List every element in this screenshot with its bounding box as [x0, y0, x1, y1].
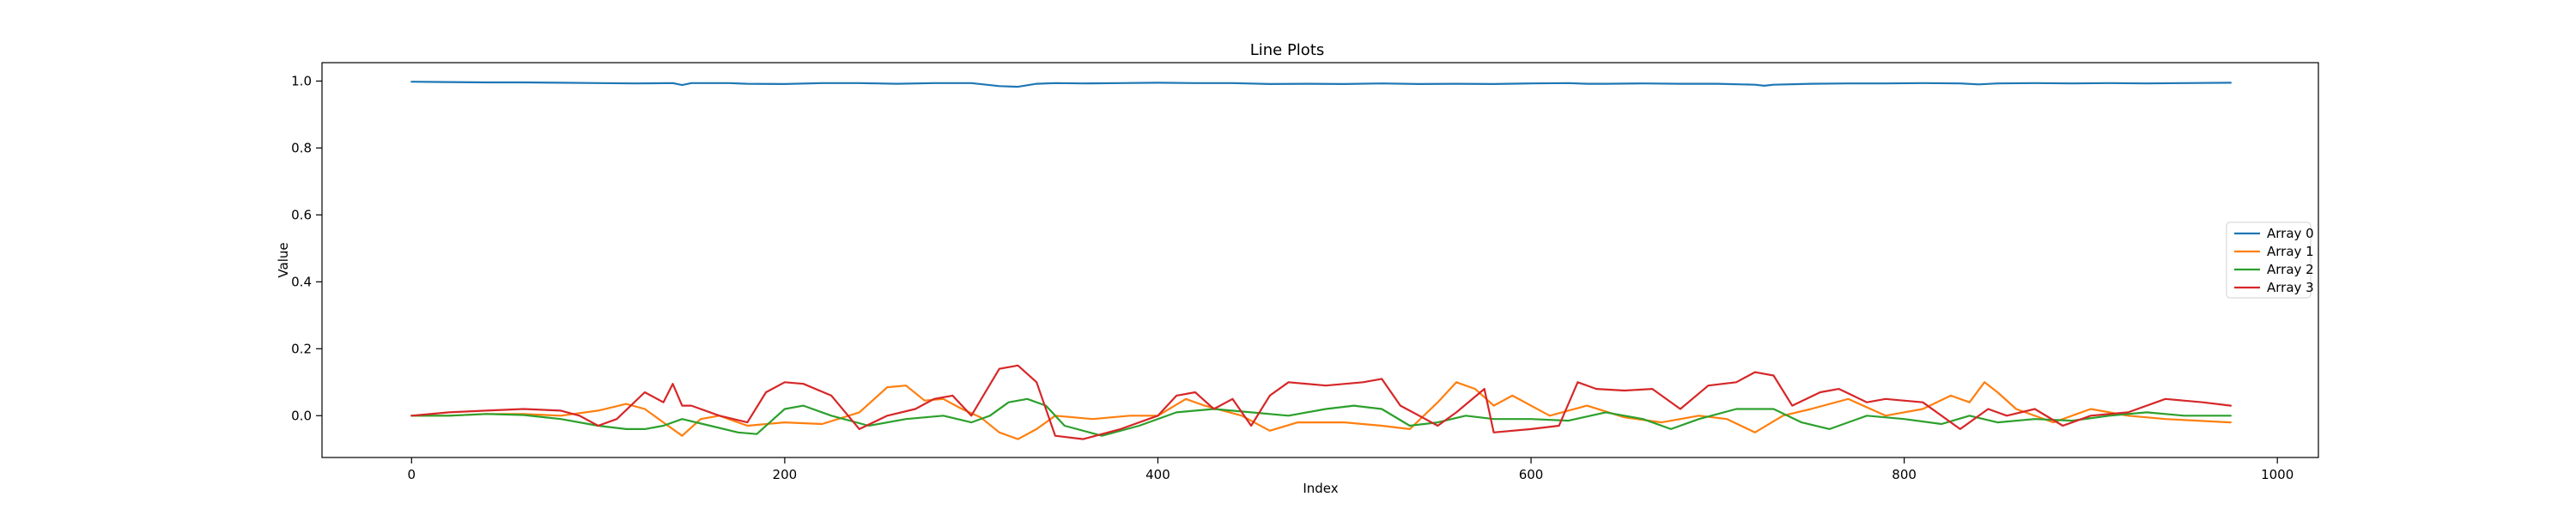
x-tick-label: 200: [773, 467, 798, 482]
legend-label-3: Array 3: [2267, 280, 2314, 295]
x-axis: 0 200 400 600 800 1000: [408, 457, 2293, 482]
series-layer: [410, 81, 2232, 440]
y-tick-label: 0.0: [291, 408, 312, 423]
y-tick-label: 0.8: [291, 140, 312, 155]
x-axis-label: Index: [1303, 481, 1338, 496]
plot-area-frame: [321, 62, 2319, 458]
y-tick-label: 0.2: [291, 341, 312, 356]
series-line-0: [410, 81, 2232, 88]
x-tick-label: 400: [1145, 467, 1170, 482]
x-tick-label: 800: [1892, 467, 1917, 482]
y-tick-label: 0.6: [291, 207, 312, 222]
x-tick-label: 600: [1519, 467, 1544, 482]
y-tick-label: 0.4: [291, 274, 312, 289]
x-tick-label: 0: [408, 467, 416, 482]
y-axis-label: Value: [276, 242, 291, 277]
y-axis: 0.0 0.2 0.4 0.6 0.8 1.0: [291, 73, 322, 423]
series-line-2: [410, 397, 2232, 437]
legend-label-1: Array 1: [2267, 244, 2314, 259]
series-line-1: [410, 381, 2232, 440]
y-tick-label: 1.0: [291, 73, 312, 88]
legend-label-2: Array 2: [2267, 262, 2314, 277]
chart-title: Line Plots: [1250, 41, 1325, 59]
legend-box: [2226, 221, 2312, 299]
x-tick-label: 1000: [2261, 467, 2293, 482]
legend: Array 0 Array 1 Array 2 Array 3: [2226, 221, 2314, 299]
series-line-3: [410, 364, 2232, 440]
legend-label-0: Array 0: [2267, 226, 2314, 241]
